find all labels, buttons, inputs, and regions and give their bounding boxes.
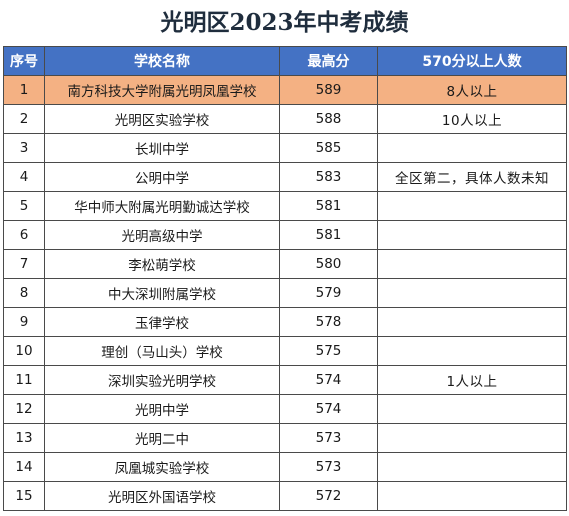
table-row: 15 光明区外国语学校 572: [3, 481, 567, 511]
cell-count-570: [377, 423, 567, 453]
cell-count-570: 8人以上: [377, 75, 567, 105]
cell-count-570: [377, 307, 567, 337]
cell-max-score: 578: [279, 307, 378, 337]
cell-rank: 15: [3, 481, 45, 511]
cell-count-570: [377, 133, 567, 163]
table-row: 14 凤凰城实验学校 573: [3, 452, 567, 482]
cell-rank: 1: [3, 75, 45, 105]
cell-rank: 11: [3, 365, 45, 395]
table-row: 1 南方科技大学附属光明凤凰学校 589 8人以上: [3, 75, 567, 105]
table-row: 2 光明区实验学校 588 10人以上: [3, 104, 567, 134]
header-school: 学校名称: [44, 46, 280, 76]
cell-max-score: 583: [279, 162, 378, 192]
cell-rank: 7: [3, 249, 45, 279]
cell-school: 光明区实验学校: [44, 104, 280, 134]
table-row: 13 光明二中 573: [3, 423, 567, 453]
cell-max-score: 572: [279, 481, 378, 511]
cell-count-570: [377, 220, 567, 250]
cell-school: 长圳中学: [44, 133, 280, 163]
cell-school: 李松萌学校: [44, 249, 280, 279]
cell-rank: 3: [3, 133, 45, 163]
scores-table: 序号 学校名称 最高分 570分以上人数 1 南方科技大学附属光明凤凰学校 58…: [3, 46, 567, 511]
cell-count-570: 全区第二，具体人数未知: [377, 162, 567, 192]
table-row: 9 玉律学校 578: [3, 307, 567, 337]
table-row: 4 公明中学 583 全区第二，具体人数未知: [3, 162, 567, 192]
cell-max-score: 585: [279, 133, 378, 163]
cell-rank: 5: [3, 191, 45, 221]
cell-school: 南方科技大学附属光明凤凰学校: [44, 75, 280, 105]
cell-school: 深圳实验光明学校: [44, 365, 280, 395]
cell-max-score: 574: [279, 365, 378, 395]
header-max-score: 最高分: [279, 46, 378, 76]
cell-max-score: 580: [279, 249, 378, 279]
header-count-570: 570分以上人数: [377, 46, 567, 76]
cell-rank: 4: [3, 162, 45, 192]
cell-school: 光明区外国语学校: [44, 481, 280, 511]
cell-school: 光明中学: [44, 394, 280, 424]
cell-max-score: 581: [279, 220, 378, 250]
cell-rank: 8: [3, 278, 45, 308]
cell-rank: 14: [3, 452, 45, 482]
cell-rank: 6: [3, 220, 45, 250]
cell-count-570: 10人以上: [377, 104, 567, 134]
table-row: 10 理创（马山头）学校 575: [3, 336, 567, 366]
cell-school: 光明高级中学: [44, 220, 280, 250]
cell-max-score: 573: [279, 452, 378, 482]
cell-school: 光明二中: [44, 423, 280, 453]
cell-rank: 9: [3, 307, 45, 337]
cell-count-570: 1人以上: [377, 365, 567, 395]
cell-max-score: 589: [279, 75, 378, 105]
cell-rank: 10: [3, 336, 45, 366]
cell-max-score: 573: [279, 423, 378, 453]
cell-max-score: 579: [279, 278, 378, 308]
table-row: 7 李松萌学校 580: [3, 249, 567, 279]
cell-count-570: [377, 278, 567, 308]
header-rank: 序号: [3, 46, 45, 76]
cell-school: 华中师大附属光明勤诚达学校: [44, 191, 280, 221]
table-row: 5 华中师大附属光明勤诚达学校 581: [3, 191, 567, 221]
cell-count-570: [377, 452, 567, 482]
cell-count-570: [377, 191, 567, 221]
cell-count-570: [377, 249, 567, 279]
cell-rank: 12: [3, 394, 45, 424]
cell-count-570: [377, 336, 567, 366]
cell-max-score: 574: [279, 394, 378, 424]
cell-rank: 13: [3, 423, 45, 453]
cell-count-570: [377, 394, 567, 424]
cell-school: 凤凰城实验学校: [44, 452, 280, 482]
cell-max-score: 581: [279, 191, 378, 221]
cell-school: 中大深圳附属学校: [44, 278, 280, 308]
cell-rank: 2: [3, 104, 45, 134]
cell-school: 理创（马山头）学校: [44, 336, 280, 366]
table-row: 6 光明高级中学 581: [3, 220, 567, 250]
cell-max-score: 575: [279, 336, 378, 366]
table-row: 11 深圳实验光明学校 574 1人以上: [3, 365, 567, 395]
page-title: 光明区2023年中考成绩: [160, 9, 409, 36]
table-row: 12 光明中学 574: [3, 394, 567, 424]
table-row: 3 长圳中学 585: [3, 133, 567, 163]
table-header-row: 序号 学校名称 最高分 570分以上人数: [3, 46, 567, 76]
cell-count-570: [377, 481, 567, 511]
cell-school: 公明中学: [44, 162, 280, 192]
table-row: 8 中大深圳附属学校 579: [3, 278, 567, 308]
cell-max-score: 588: [279, 104, 378, 134]
cell-school: 玉律学校: [44, 307, 280, 337]
